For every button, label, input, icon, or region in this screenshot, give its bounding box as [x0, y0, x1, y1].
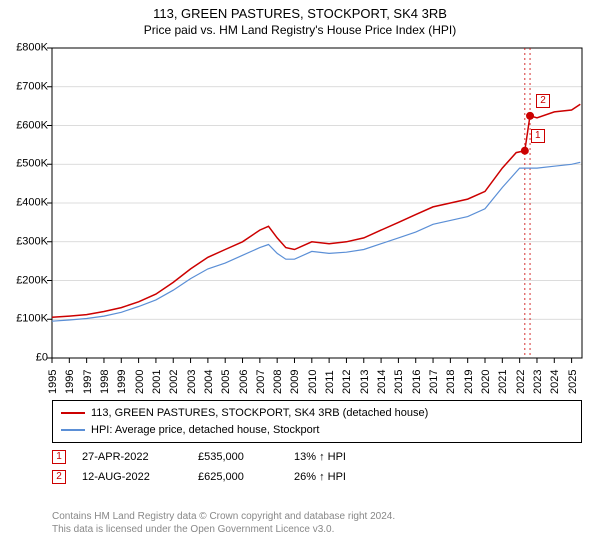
- attribution: Contains HM Land Registry data © Crown c…: [52, 510, 582, 536]
- legend-swatch: [61, 429, 85, 431]
- x-tick-label: 2020: [480, 370, 492, 394]
- x-tick-label: 2003: [186, 370, 198, 394]
- x-tick-label: 2023: [532, 370, 544, 394]
- x-tick-label: 2006: [238, 370, 250, 394]
- x-tick-label: 2025: [567, 370, 579, 394]
- x-tick-label: 1997: [82, 370, 94, 394]
- sale-row: 2 12-AUG-2022 £625,000 26% ↑ HPI: [52, 470, 582, 484]
- x-tick-label: 2018: [445, 370, 457, 394]
- y-tick-label: £0: [4, 353, 48, 364]
- x-tick-label: 2022: [515, 370, 527, 394]
- x-tick-label: 1996: [64, 370, 76, 394]
- x-tick-label: 2002: [168, 370, 180, 394]
- chart-plot-area: [52, 48, 582, 358]
- x-tick-label: 1998: [99, 370, 111, 394]
- x-tick-label: 2009: [289, 370, 301, 394]
- x-tick-label: 2019: [463, 370, 475, 394]
- sale-marker-badge: 2: [536, 94, 550, 108]
- x-tick-label: 2001: [151, 370, 163, 394]
- y-tick-label: £600K: [4, 120, 48, 131]
- legend: 113, GREEN PASTURES, STOCKPORT, SK4 3RB …: [52, 400, 582, 443]
- x-tick-label: 2004: [203, 370, 215, 394]
- y-tick-label: £200K: [4, 275, 48, 286]
- chart-container: { "title": "113, GREEN PASTURES, STOCKPO…: [0, 0, 600, 560]
- x-tick-label: 2005: [220, 370, 232, 394]
- legend-label: 113, GREEN PASTURES, STOCKPORT, SK4 3RB …: [91, 405, 428, 422]
- x-tick-label: 2010: [307, 370, 319, 394]
- chart-title: 113, GREEN PASTURES, STOCKPORT, SK4 3RB: [0, 6, 600, 21]
- y-tick-label: £700K: [4, 81, 48, 92]
- x-tick-label: 2015: [393, 370, 405, 394]
- x-tick-label: 2000: [134, 370, 146, 394]
- title-block: 113, GREEN PASTURES, STOCKPORT, SK4 3RB …: [0, 0, 600, 37]
- x-tick-label: 2013: [359, 370, 371, 394]
- x-tick-label: 2012: [341, 370, 353, 394]
- sale-row-marker: 2: [52, 470, 66, 484]
- sale-delta: 26% ↑ HPI: [294, 471, 394, 483]
- y-tick-label: £300K: [4, 236, 48, 247]
- sale-date: 12-AUG-2022: [82, 471, 182, 483]
- sale-row: 1 27-APR-2022 £535,000 13% ↑ HPI: [52, 450, 582, 464]
- sale-price: £535,000: [198, 451, 278, 463]
- attribution-line2: This data is licensed under the Open Gov…: [52, 523, 582, 536]
- y-tick-label: £400K: [4, 198, 48, 209]
- y-tick-label: £500K: [4, 159, 48, 170]
- chart-subtitle: Price paid vs. HM Land Registry's House …: [0, 23, 600, 37]
- x-tick-label: 2014: [376, 370, 388, 394]
- sale-price: £625,000: [198, 471, 278, 483]
- x-tick-label: 1995: [47, 370, 59, 394]
- sale-row-marker: 1: [52, 450, 66, 464]
- sale-marker-badge: 1: [531, 129, 545, 143]
- legend-swatch: [61, 412, 85, 414]
- x-tick-label: 2017: [428, 370, 440, 394]
- y-tick-label: £100K: [4, 314, 48, 325]
- x-tick-label: 2007: [255, 370, 267, 394]
- x-tick-label: 1999: [116, 370, 128, 394]
- x-tick-label: 2016: [411, 370, 423, 394]
- legend-label: HPI: Average price, detached house, Stoc…: [91, 422, 320, 439]
- x-tick-label: 2024: [549, 370, 561, 394]
- chart-svg: [52, 48, 582, 358]
- attribution-line1: Contains HM Land Registry data © Crown c…: [52, 510, 582, 523]
- legend-item: 113, GREEN PASTURES, STOCKPORT, SK4 3RB …: [61, 405, 573, 422]
- sale-delta: 13% ↑ HPI: [294, 451, 394, 463]
- x-tick-label: 2021: [497, 370, 509, 394]
- legend-item: HPI: Average price, detached house, Stoc…: [61, 422, 573, 439]
- y-tick-label: £800K: [4, 43, 48, 54]
- x-tick-label: 2008: [272, 370, 284, 394]
- x-tick-label: 2011: [324, 370, 336, 394]
- sale-date: 27-APR-2022: [82, 451, 182, 463]
- sales-table: 1 27-APR-2022 £535,000 13% ↑ HPI 2 12-AUG-202…: [52, 444, 582, 490]
